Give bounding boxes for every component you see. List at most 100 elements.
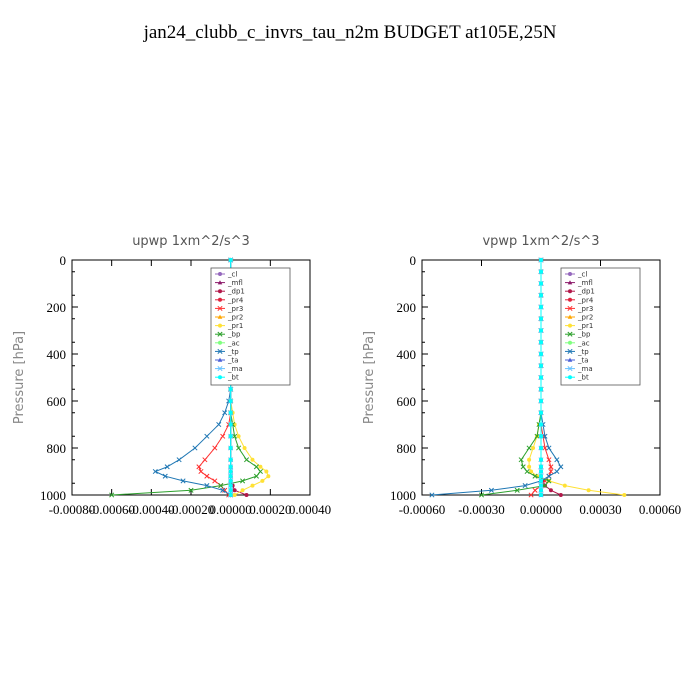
series-line [481,260,550,496]
data-point [539,293,543,298]
y-tick-label: 400 [397,347,417,362]
data-point [228,422,233,427]
data-point [222,410,228,416]
data-point [152,468,158,475]
data-point [478,492,485,498]
data-point [162,473,168,479]
data-point [176,457,182,463]
data-point [542,445,548,451]
data-point [539,422,543,427]
x-tick-label: 0.00030 [579,502,621,517]
data-point [546,457,552,463]
legend-marker [567,366,573,372]
legend-item: _pr1 [565,322,593,330]
x-tick-label: 0.00040 [289,502,331,517]
data-point [258,464,263,469]
data-point [531,446,536,450]
data-point [488,487,494,493]
data-point [232,488,237,493]
data-point [236,445,242,451]
x-tick-label: -0.00020 [168,502,215,517]
data-point [539,387,543,392]
legend-label: _ac [577,339,590,347]
legend-label: _pr4 [577,296,594,304]
data-point [539,434,543,439]
data-point [228,483,233,488]
x-tick-label: 0.00020 [249,502,291,517]
data-point [198,468,204,475]
legend-label: _cl [577,271,587,279]
legend-marker [567,331,573,337]
data-point [204,483,210,489]
data-point [212,478,218,484]
legend-marker [217,357,223,362]
legend-item: _dp1 [565,288,595,296]
legend-item: _ac [215,339,240,347]
data-point [228,474,233,479]
x-tick-label: -0.00040 [128,502,175,517]
y-tick-label: 1000 [40,488,66,503]
y-axis-label: Pressure [hPa] [362,331,377,424]
legend-item: _mfl [215,279,243,287]
legend-label: _tp [577,348,589,356]
legend-marker [567,357,573,362]
legend-marker [568,297,572,302]
legend: _cl_mfl_dp1_pr4_pr3_pr2_pr1_bp_ac_tp_ta_… [210,267,291,386]
x-tick-label: -0.00060 [88,502,135,517]
data-point [539,474,543,479]
x-tick-label: 0.00000 [520,502,562,517]
legend-label: _dp1 [227,288,245,296]
legend-label: _pr2 [577,314,593,322]
data-point [232,433,238,439]
y-axis-label: Pressure [hPa] [12,331,27,424]
data-point [228,469,233,474]
data-point [222,487,228,493]
legend-label: _cl [227,271,237,279]
legend-item: _bp [215,331,241,339]
y-tick-label: 800 [397,441,417,456]
data-point [243,457,250,463]
data-point [244,493,249,497]
legend-marker [217,280,223,285]
y-tick-label: 0 [410,253,417,268]
data-point [196,464,202,470]
data-point [539,305,543,309]
data-point [522,483,528,489]
data-point [253,464,260,470]
legend-marker [567,314,573,319]
data-point [539,488,543,493]
data-point [240,478,246,484]
data-point [228,446,233,450]
legend-item: _bt [215,374,239,382]
x-tick-label: -0.00030 [458,502,505,517]
legend-item: _bt [565,374,589,382]
data-point [527,457,532,462]
legend-label: _ta [227,357,239,365]
y-tick-label: 600 [397,394,417,409]
legend-item: _pr3 [565,305,593,313]
legend-marker [217,348,223,354]
legend-item: _ma [565,365,593,373]
legend-marker [218,340,222,345]
legend-label: _tp [227,348,239,356]
legend-label: _ac [227,339,240,347]
data-point [242,446,247,450]
legend-label: _ma [577,365,593,373]
data-point [539,281,543,286]
legend: _cl_mfl_dp1_pr4_pr3_pr2_pr1_bp_ac_tp_ta_… [560,267,641,386]
data-point [188,487,194,493]
legend-label: _mfl [227,279,243,287]
chart-panel-2: vpwp 1xm^2/s^3 Pressure [hPa] 0 200 400 600 80… [362,234,681,517]
legend-label: _bt [227,374,239,382]
legend-marker [567,348,573,354]
data-point [520,464,526,470]
y-tick-label: 600 [47,394,67,409]
legend-item: _pr4 [215,296,244,304]
legend-marker [567,305,573,311]
data-point [202,457,208,463]
data-point [524,468,530,475]
data-point [220,433,226,439]
data-point [539,410,543,415]
legend-marker [218,323,222,328]
